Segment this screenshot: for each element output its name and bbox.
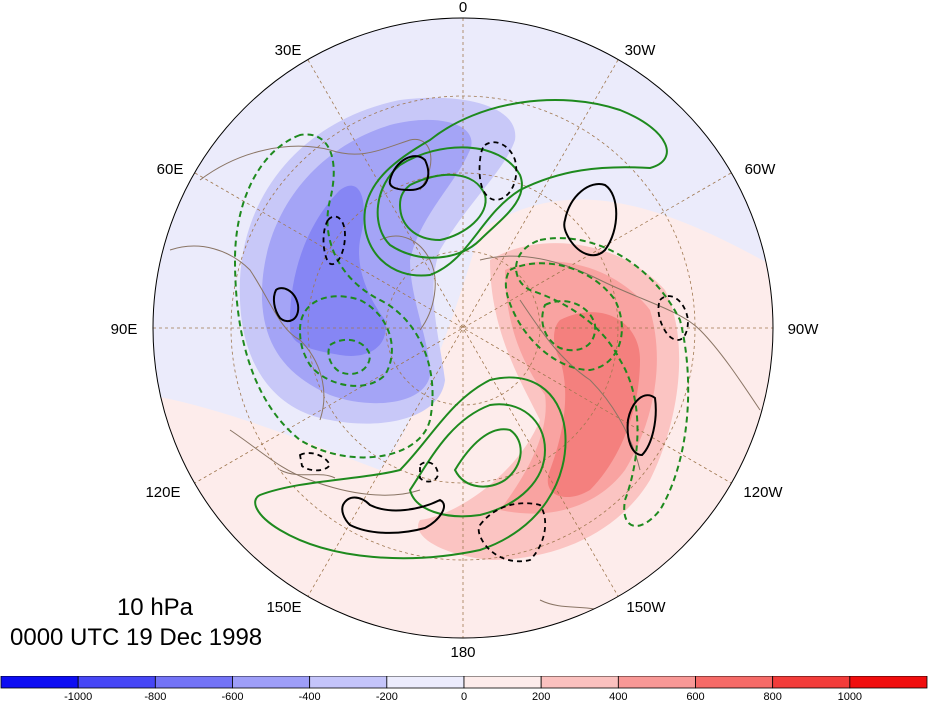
colorbar-label: -400 (299, 691, 321, 702)
lon-label-150w: 150W (626, 599, 666, 616)
colorbar-box (463, 676, 542, 689)
colorbar-label: -800 (144, 691, 166, 702)
colorbar-box (77, 676, 156, 689)
lon-label-30e: 30E (275, 42, 302, 59)
timestamp-caption: 0000 UTC 19 Dec 1998 (10, 624, 263, 651)
map-border (152, 17, 774, 639)
positive-region-600 (547, 312, 640, 498)
black-dashed-contours (298, 141, 689, 563)
colorbar-label: 200 (532, 691, 550, 702)
lon-label-0: 0 (459, 0, 467, 16)
negative-region-600 (289, 185, 386, 356)
colorbar-box (772, 676, 851, 689)
polar-map: 0 30W 60W 90W 120W 150W 180 150E 120E 90… (111, 0, 820, 661)
colorbar-box (154, 676, 233, 689)
lon-label-120w: 120W (743, 484, 783, 501)
lon-label-120e: 120E (145, 484, 180, 501)
colorbar-box (309, 676, 388, 689)
colorbar-label: 400 (609, 691, 627, 702)
green-dashed-contours (233, 133, 690, 527)
lon-label-90w: 90W (788, 321, 820, 338)
lon-label-150e: 150E (266, 599, 301, 616)
colorbar-box (617, 676, 696, 689)
colorbar-label: -1000 (64, 691, 92, 702)
colorbar: -1000 -800 -600 -400 -200 0 200 400 600 800 1000 (0, 676, 928, 702)
lon-label-60e: 60E (157, 161, 184, 178)
colorbar-box (695, 676, 774, 689)
colorbar-label: -200 (376, 691, 398, 702)
lon-label-60w: 60W (745, 161, 777, 178)
colorbar-label: 0 (461, 691, 467, 702)
graticule (153, 18, 773, 638)
colorbar-label: 1000 (838, 691, 862, 702)
green-contours (254, 99, 668, 560)
colorbar-box (386, 676, 465, 689)
colorbar-label: -600 (221, 691, 243, 702)
black-contours (272, 155, 657, 534)
lon-label-30w: 30W (625, 42, 657, 59)
colorbar-box (0, 676, 79, 689)
colorbar-box (849, 676, 928, 689)
colorbar-box (232, 676, 311, 689)
colorbar-box (540, 676, 619, 689)
pressure-level-caption: 10 hPa (116, 594, 194, 621)
lon-label-90e: 90E (111, 321, 138, 338)
colorbar-label: 800 (763, 691, 781, 702)
lon-label-180: 180 (450, 644, 475, 661)
colorbar-label: 600 (686, 691, 704, 702)
